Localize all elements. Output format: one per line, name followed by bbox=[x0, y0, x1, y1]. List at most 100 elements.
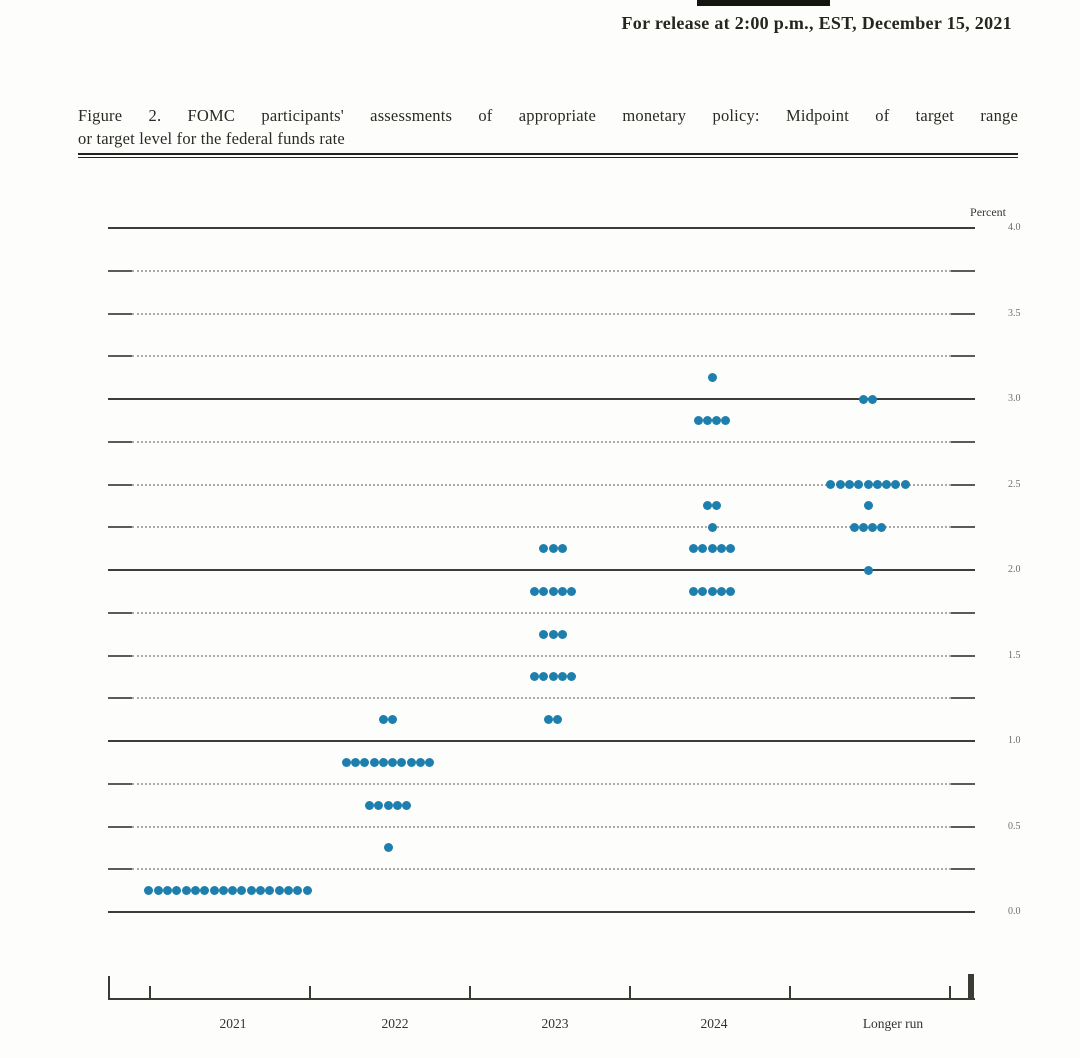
participant-dot bbox=[163, 886, 173, 896]
participant-dot bbox=[863, 501, 873, 511]
gridline-left-cap bbox=[108, 697, 132, 700]
participant-dot bbox=[218, 886, 228, 896]
participant-dot bbox=[712, 415, 722, 425]
gridline-dotted bbox=[132, 440, 951, 443]
participant-dot bbox=[726, 586, 736, 596]
y-tick-label: 3.5 bbox=[1008, 307, 1021, 319]
gridline-solid bbox=[108, 398, 975, 400]
participant-dot bbox=[350, 757, 360, 767]
participant-dot bbox=[849, 522, 859, 532]
participant-dot bbox=[181, 886, 191, 896]
x-axis-label: 2023 bbox=[541, 1016, 569, 1031]
participant-dot bbox=[425, 757, 435, 767]
participant-dot bbox=[406, 757, 416, 767]
gridline-right-cap bbox=[951, 483, 975, 486]
participant-dot bbox=[283, 886, 293, 896]
gridline-right-cap bbox=[951, 654, 975, 657]
x-axis-tick bbox=[469, 986, 471, 998]
participant-dot bbox=[900, 480, 910, 489]
participant-dot bbox=[868, 394, 878, 404]
gridline-solid bbox=[108, 569, 975, 571]
participant-dot bbox=[858, 522, 868, 532]
participant-dot bbox=[209, 886, 219, 896]
release-header: For release at 2:00 p.m., EST, December … bbox=[621, 13, 1012, 33]
participant-dot bbox=[228, 886, 238, 896]
x-axis-end-tick-right bbox=[968, 974, 974, 998]
title-rule bbox=[78, 153, 1018, 158]
participant-dot bbox=[153, 886, 163, 896]
participant-dot bbox=[567, 586, 577, 596]
participant-dot bbox=[360, 757, 370, 767]
gridline-left-cap bbox=[108, 440, 132, 443]
figure-title-line2: or target level for the federal funds ra… bbox=[78, 129, 345, 148]
participant-dot bbox=[707, 522, 717, 532]
gridline-right-cap bbox=[951, 868, 975, 871]
participant-dot bbox=[144, 886, 154, 896]
x-axis-label: 2022 bbox=[381, 1016, 409, 1031]
participant-dot bbox=[383, 843, 393, 853]
participant-dot bbox=[374, 800, 384, 810]
x-axis-tick bbox=[789, 986, 791, 998]
y-tick-label: 2.0 bbox=[1008, 564, 1021, 575]
gridline-dotted bbox=[132, 269, 951, 272]
gridline-solid bbox=[108, 740, 975, 742]
participant-dot bbox=[402, 800, 412, 810]
participant-dot bbox=[369, 757, 379, 767]
participant-dot bbox=[557, 544, 567, 554]
participant-dot bbox=[891, 480, 901, 489]
participant-dot bbox=[341, 757, 351, 767]
y-tick-label: 0.5 bbox=[1008, 820, 1021, 832]
participant-dot bbox=[716, 586, 726, 596]
participant-dot bbox=[826, 480, 836, 489]
gridline-solid bbox=[108, 227, 975, 229]
participant-dot bbox=[378, 757, 388, 767]
participant-dot bbox=[726, 544, 736, 554]
participant-dot bbox=[553, 715, 563, 725]
gridline-left-cap bbox=[108, 825, 132, 828]
participant-dot bbox=[539, 629, 549, 639]
y-axis-unit-label: Percent bbox=[970, 205, 1006, 219]
participant-dot bbox=[716, 544, 726, 554]
top-edge-bar bbox=[697, 0, 830, 6]
y-tick-label: 4.0 bbox=[1008, 222, 1021, 233]
participant-dot bbox=[882, 480, 892, 489]
participant-dot bbox=[539, 586, 549, 596]
participant-dot bbox=[557, 672, 567, 682]
participant-dot bbox=[378, 715, 388, 725]
gridline-dotted bbox=[132, 483, 951, 486]
participant-dot bbox=[548, 672, 558, 682]
gridline-right-cap bbox=[951, 526, 975, 529]
participant-dot bbox=[190, 886, 200, 896]
x-axis-end-tick-left bbox=[108, 976, 110, 998]
gridline-right-cap bbox=[951, 782, 975, 785]
participant-dot bbox=[557, 629, 567, 639]
participant-dot bbox=[844, 480, 854, 489]
participant-dot bbox=[548, 629, 558, 639]
gridline-right-cap bbox=[951, 611, 975, 614]
gridline-dotted bbox=[132, 611, 951, 614]
gridline-left-cap bbox=[108, 355, 132, 358]
x-axis-tick bbox=[629, 986, 631, 998]
gridline-dotted bbox=[132, 825, 951, 828]
participant-dot bbox=[858, 394, 868, 404]
gridline-solid bbox=[108, 911, 975, 913]
participant-dot bbox=[868, 522, 878, 532]
participant-dot bbox=[388, 715, 398, 725]
participant-dot bbox=[872, 480, 882, 489]
y-tick-label: 0.0 bbox=[1008, 906, 1021, 917]
participant-dot bbox=[397, 757, 407, 767]
participant-dot bbox=[529, 672, 539, 682]
x-axis-label: Longer run bbox=[862, 1016, 924, 1031]
participant-dot bbox=[877, 522, 887, 532]
participant-dot bbox=[539, 544, 549, 554]
gridline-dotted bbox=[132, 868, 951, 871]
participant-dot bbox=[693, 415, 703, 425]
participant-dot bbox=[383, 800, 393, 810]
participant-dot bbox=[688, 586, 698, 596]
x-axis-tick bbox=[149, 986, 151, 998]
participant-dot bbox=[539, 672, 549, 682]
participant-dot bbox=[698, 544, 708, 554]
participant-dot bbox=[302, 886, 312, 896]
participant-dot bbox=[702, 415, 712, 425]
